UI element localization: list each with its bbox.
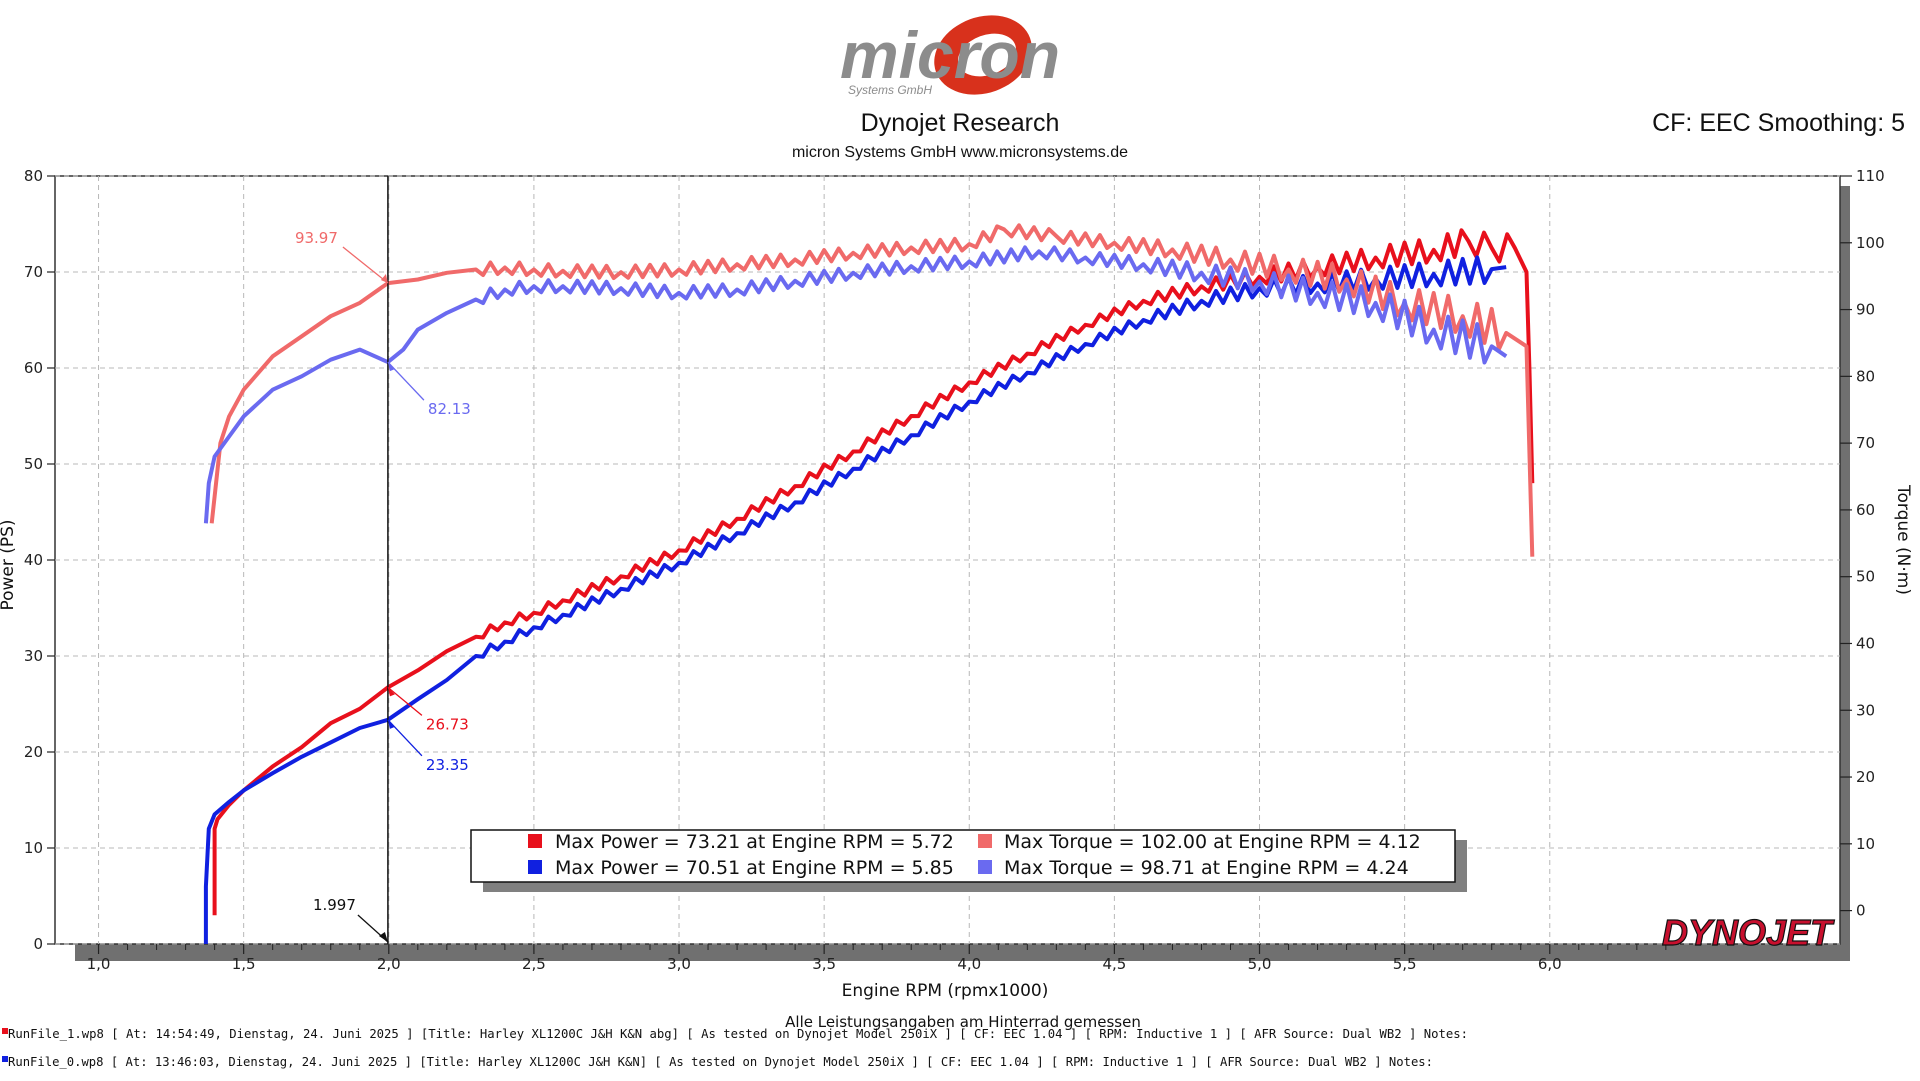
y-tick-label: 20 (24, 743, 43, 761)
annotation-arrow (342, 246, 389, 284)
dynojet-watermark: DYNOJET (1662, 912, 1835, 953)
y-tick-label: 60 (24, 359, 43, 377)
x-tick-label: 2,0 (377, 955, 401, 973)
y-tick-label: 30 (24, 647, 43, 665)
run0-marker (2, 1056, 8, 1062)
cursor-arrowhead (378, 932, 388, 942)
annotation-label: 26.73 (426, 715, 469, 733)
legend-label-torque-run0: Max Torque = 98.71 at Engine RPM = 4.24 (1004, 857, 1409, 879)
x-axis-ticks: 1,0 1,5 2,0 2,5 3,0 3,5 4,0 4,5 5,0 5,5 6,0 (87, 944, 1667, 973)
x-tick-label: 2,5 (522, 955, 546, 973)
legend-swatch-torque-run0 (978, 860, 992, 874)
y2-tick-label: 0 (1856, 902, 1866, 920)
x-axis-title: Engine RPM (rpmx1000) (842, 981, 1049, 1001)
x-tick-label: 1,5 (232, 955, 256, 973)
cursor-label: 1.997 (313, 896, 356, 914)
header: micron Systems GmbH Dynojet Research mic… (792, 15, 1905, 161)
annotation-label: 82.13 (428, 400, 471, 418)
x-tick-label: 6,0 (1538, 955, 1562, 973)
x-tick-label: 4,5 (1102, 955, 1126, 973)
run1-marker (2, 1028, 8, 1034)
run1-info: RunFile_1.wp8 [ At: 14:54:49, Dienstag, … (8, 1026, 1468, 1041)
annotation-arrowhead (387, 719, 395, 729)
x-tick-label: 4,0 (957, 955, 981, 973)
y-tick-label: 0 (33, 935, 43, 953)
annotation-arrowhead (387, 362, 395, 372)
logo-swoosh-inner (957, 33, 1017, 77)
y-axis-ticks: 0 10 20 30 40 50 60 70 80 (24, 167, 55, 953)
chart-subtitle: micron Systems GmbH www.micronsystems.de (792, 144, 1128, 161)
y-tick-label: 80 (24, 167, 43, 185)
x-tick-label: 1,0 (87, 955, 111, 973)
x-tick-label: 3,5 (812, 955, 836, 973)
legend-swatch-torque-run1 (978, 834, 992, 848)
y2-axis-title: Torque (N·m) (1893, 484, 1913, 595)
annotation-label: 93.97 (295, 229, 338, 247)
y2-axis-ticks: 0 10 20 30 40 50 60 70 80 90 100 110 (1840, 167, 1885, 920)
legend-label-torque-run1: Max Torque = 102.00 at Engine RPM = 4.12 (1004, 831, 1421, 853)
y-axis-title: Power (PS) (0, 519, 18, 610)
y2-tick-label: 20 (1856, 768, 1875, 786)
micron-logo: micron Systems GmbH (840, 15, 1060, 97)
y2-tick-label: 110 (1856, 167, 1885, 185)
legend-box (470, 829, 1456, 883)
legend-label-power-run0: Max Power = 70.51 at Engine RPM = 5.85 (555, 857, 954, 879)
footer: Alle Leistungsangaben am Hinterrad gemes… (2, 1013, 1468, 1069)
legend-swatch-power-run1 (528, 834, 542, 848)
chart-title: Dynojet Research (861, 109, 1060, 137)
legend-label-power-run1: Max Power = 73.21 at Engine RPM = 5.72 (555, 831, 954, 853)
annotation-arrowhead (387, 687, 395, 697)
y2-tick-label: 60 (1856, 501, 1875, 519)
y2-tick-label: 100 (1856, 234, 1885, 252)
series-line-power-run1 (212, 228, 1535, 916)
y-tick-label: 40 (24, 551, 43, 569)
x-tick-label: 3,0 (667, 955, 691, 973)
legend: Max Power = 73.21 at Engine RPM = 5.72 M… (470, 829, 1467, 892)
annotations: 93.97 82.13 26.73 23.35 1.997 (295, 229, 471, 943)
footer-note: Alle Leistungsangaben am Hinterrad gemes… (785, 1013, 1141, 1031)
x-tick-label: 5,0 (1248, 955, 1272, 973)
run0-info: RunFile_0.wp8 [ At: 13:46:03, Dienstag, … (8, 1054, 1433, 1069)
series-lines (203, 223, 1535, 944)
y2-tick-label: 30 (1856, 701, 1875, 719)
legend-swatch-power-run0 (528, 860, 542, 874)
y-tick-label: 10 (24, 839, 43, 857)
annotation-arrow (387, 686, 423, 716)
logo-subtext: Systems GmbH (848, 83, 932, 97)
y2-tick-label: 50 (1856, 568, 1875, 586)
annotation-arrowhead (380, 274, 388, 284)
y2-tick-label: 70 (1856, 434, 1875, 452)
series-line-torque-run1 (209, 223, 1535, 557)
series-line-torque-run0 (203, 245, 1508, 524)
series-line-power-run0 (203, 255, 1507, 944)
cf-label: CF: EEC Smoothing: 5 (1652, 109, 1905, 137)
x-tick-label: 5,5 (1393, 955, 1417, 973)
y2-tick-label: 80 (1856, 367, 1875, 385)
logo-word: micron (840, 18, 1060, 92)
annotation-label: 23.35 (426, 756, 469, 774)
y-tick-label: 70 (24, 263, 43, 281)
y2-tick-label: 90 (1856, 301, 1875, 319)
grid (55, 175, 1840, 945)
y2-tick-label: 40 (1856, 634, 1875, 652)
y2-tick-label: 10 (1856, 835, 1875, 853)
y-tick-label: 50 (24, 455, 43, 473)
